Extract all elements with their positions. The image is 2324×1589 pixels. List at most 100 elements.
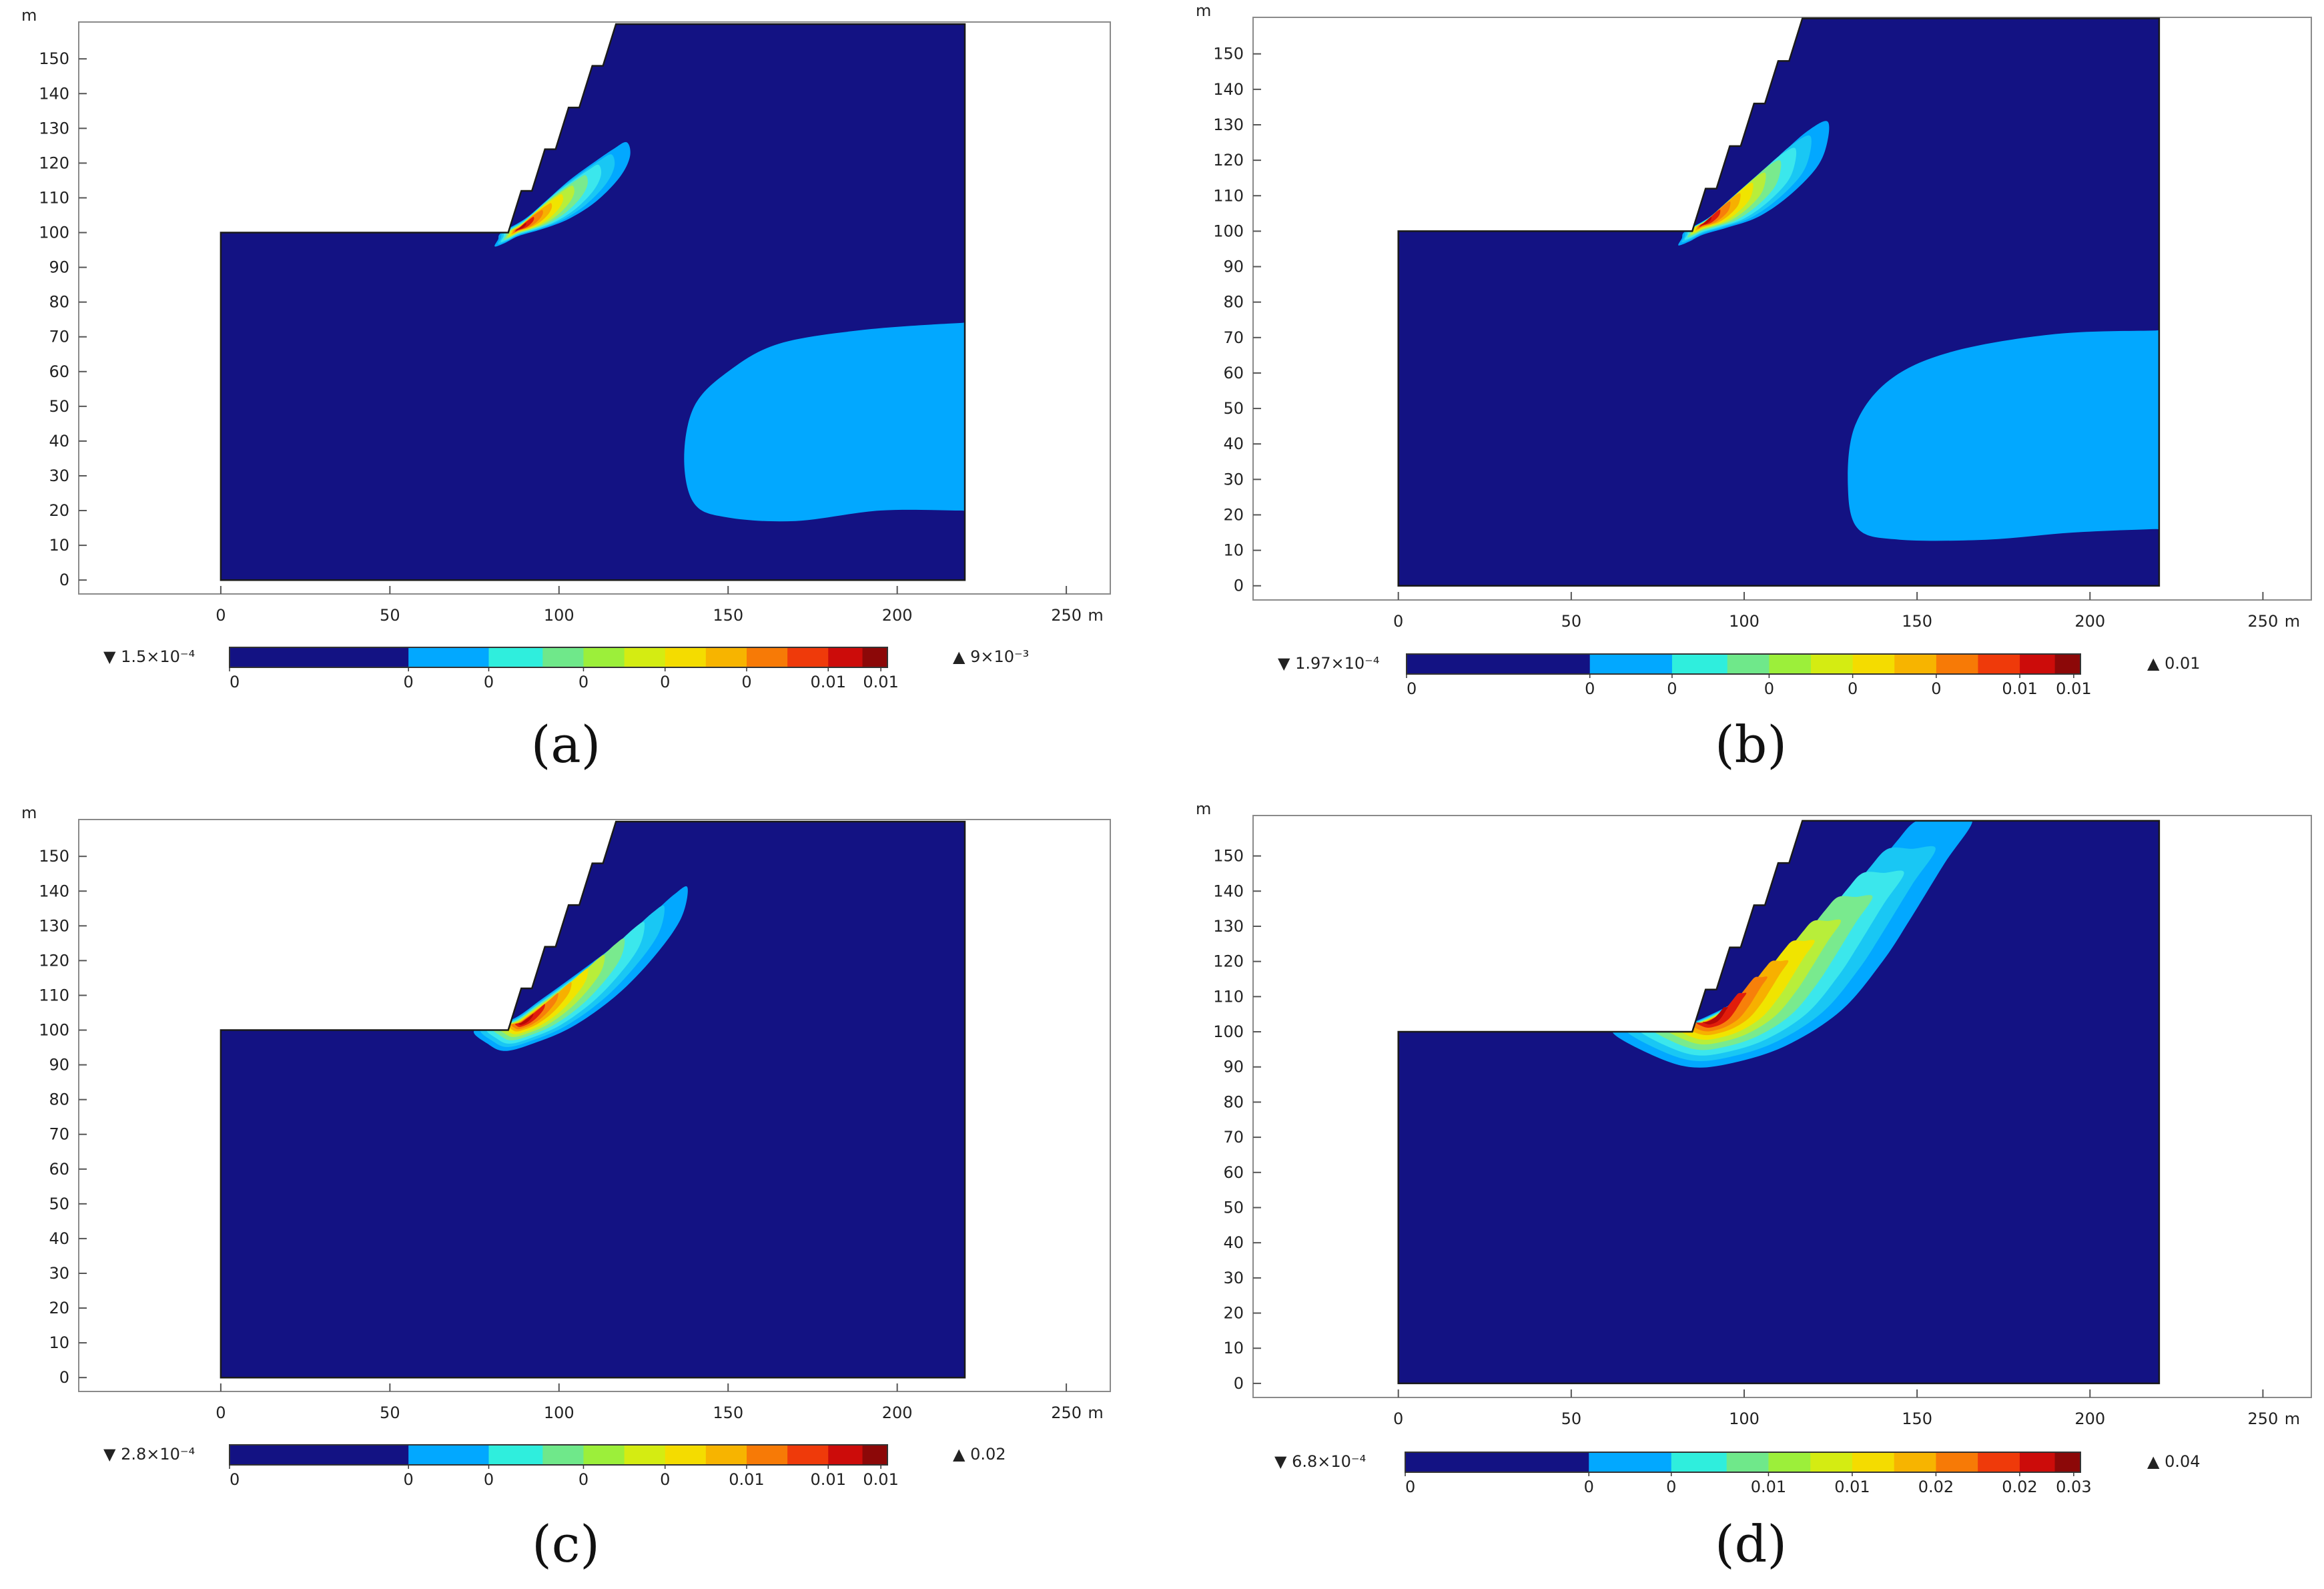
colorbar-segment <box>1894 1452 1936 1472</box>
colorbar-tick-label: 0 <box>1585 679 1595 698</box>
model-domain <box>220 822 965 1378</box>
colorbar-segment <box>1894 654 1937 674</box>
colorbar-segment <box>787 1445 829 1465</box>
y-tick-label: 50 <box>1223 1198 1244 1217</box>
colorbar-segment <box>1936 1452 1978 1472</box>
colorbar-tick-label: 0 <box>1667 679 1677 698</box>
colorbar-tick-label: 0.01 <box>1751 1478 1786 1496</box>
colorbar-segment <box>488 647 543 667</box>
y-tick-label: 140 <box>39 84 69 103</box>
colorbar-tick-label: 0 <box>578 673 589 691</box>
colorbar-tick-label: 0 <box>660 1470 670 1489</box>
y-tick-label: 80 <box>1223 293 1244 312</box>
y-tick-label: 130 <box>1213 115 1244 134</box>
y-tick-label: 10 <box>1223 1339 1244 1357</box>
panel-caption: (b) <box>1715 715 1787 774</box>
y-tick-label: 0 <box>1234 577 1244 595</box>
y-tick-label: 0 <box>59 1368 69 1387</box>
colorbar-tick-label: 0 <box>1764 679 1774 698</box>
colorbar-segment <box>624 1445 666 1465</box>
plume-band-9 <box>1701 216 1712 226</box>
x-tick-label: 50 <box>1561 612 1582 631</box>
colorbar-min-label: ▼ 6.8×10⁻⁴ <box>1274 1452 1366 1471</box>
colorbar-tick-label: 0.03 <box>2056 1478 2091 1496</box>
y-tick-label: 140 <box>1213 882 1244 900</box>
y-tick-label: 30 <box>49 1264 69 1283</box>
y-tick-label: 110 <box>1213 186 1244 205</box>
x-tick-label: 50 <box>1561 1409 1582 1428</box>
y-tick-label: 130 <box>39 916 69 935</box>
y-tick-label: 10 <box>49 536 69 555</box>
x-tick-label: 200 <box>882 1403 913 1422</box>
y-tick-label: 90 <box>49 1056 69 1074</box>
panel-b: 0 50 100 150 200 250 m 0 10 20 30 40 50 60 70 80 90 100 11… <box>1196 1 2312 774</box>
colorbar-segment <box>230 647 409 667</box>
colorbar-segment <box>862 1445 888 1465</box>
domain-outline <box>220 23 966 581</box>
colorbar-tick-label: 0 <box>1848 679 1858 698</box>
y-tick-label: 30 <box>1223 1269 1244 1287</box>
y-tick-label: 40 <box>49 1229 69 1248</box>
y-tick-label: 150 <box>39 49 69 68</box>
colorbar-segment <box>1811 654 1854 674</box>
x-tick-label: 100 <box>1729 1409 1760 1428</box>
colorbar-segment <box>828 647 863 667</box>
colorbar-tick-label: 0 <box>1584 1478 1594 1496</box>
colorbar-tick-label: 0 <box>1931 679 1941 698</box>
colorbar: 0 0 0 0 0 0 0.01 0.01 ▼ 1.97×10⁻⁴ ▲ 0.01 <box>1278 653 2201 698</box>
y-unit-label: m <box>1196 800 1211 818</box>
plume-band-9 <box>518 1013 534 1025</box>
panel-caption: (d) <box>1715 1514 1787 1574</box>
y-tick-label: 20 <box>49 1299 69 1317</box>
colorbar-tick-label: 0 <box>1666 1478 1676 1496</box>
model-domain <box>1398 820 2159 1383</box>
x-tick-label: 200 <box>882 606 913 625</box>
colorbar-segment <box>1769 654 1812 674</box>
colorbar-tick-label: 0 <box>484 673 494 691</box>
y-tick-label: 90 <box>1223 1058 1244 1076</box>
y-tick-label: 40 <box>49 432 69 450</box>
y-unit-label: m <box>21 804 37 822</box>
deep-strain-zone <box>1848 315 2159 544</box>
y-tick-label: 40 <box>1223 1233 1244 1252</box>
colorbar-segment <box>746 647 788 667</box>
colorbar-min-label: ▼ 1.5×10⁻⁴ <box>103 647 195 666</box>
y-tick-label: 110 <box>39 986 69 1004</box>
colorbar-segment <box>1405 1452 1589 1472</box>
colorbar-tick-label: 0.01 <box>811 673 846 691</box>
x-tick-label: 200 <box>2074 612 2105 631</box>
colorbar-segment <box>624 647 666 667</box>
x-tick-label: 250 <box>1051 1403 1082 1422</box>
panel-caption: (a) <box>531 715 601 774</box>
colorbar-segment <box>542 1445 584 1465</box>
x-tick-label: 250 <box>1051 606 1082 625</box>
colorbar-tick-label: 0.01 <box>729 1470 764 1489</box>
colorbar-segment <box>1810 1452 1853 1472</box>
x-tick-label: 150 <box>713 606 743 625</box>
colorbar-tick-label: 0.01 <box>863 1470 898 1489</box>
colorbar-segment <box>665 647 707 667</box>
colorbar-segment <box>665 1445 707 1465</box>
colorbar-segment <box>787 647 829 667</box>
plume-band-7 <box>1688 976 1768 1032</box>
y-tick-label: 100 <box>39 224 69 242</box>
y-tick-label: 20 <box>49 501 69 520</box>
domain-outline <box>1397 820 2161 1385</box>
y-tick-label: 50 <box>49 1195 69 1213</box>
y-tick-label: 70 <box>49 1125 69 1144</box>
x-tick-label: 100 <box>544 1403 574 1422</box>
colorbar-tick-label: 0 <box>404 673 414 691</box>
colorbar-max-label: ▲ 0.01 <box>2147 654 2201 673</box>
x-unit-label: m <box>1088 606 1103 625</box>
y-tick-label: 100 <box>39 1021 69 1040</box>
domain-outline <box>1397 17 2161 587</box>
x-tick-label: 50 <box>380 606 400 625</box>
y-tick-label: 60 <box>49 1160 69 1179</box>
x-tick-label: 50 <box>380 1403 400 1422</box>
x-tick-label: 0 <box>216 606 226 625</box>
colorbar-tick-label: 0.01 <box>863 673 898 691</box>
colorbar-segment <box>2019 1452 2056 1472</box>
x-tick-label: 100 <box>1729 612 1760 631</box>
colorbar-tick-label: 0 <box>1405 1478 1415 1496</box>
